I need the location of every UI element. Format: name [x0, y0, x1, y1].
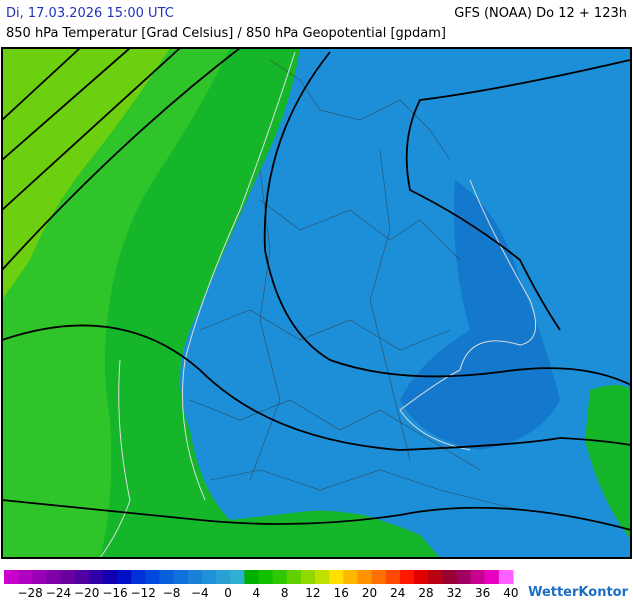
colorbar-box — [131, 570, 146, 584]
map-field — [2, 48, 631, 558]
colorbar-label: −8 — [163, 586, 181, 600]
colorbar-box — [399, 570, 415, 584]
colorbar-box — [286, 570, 302, 584]
model-run: GFS (NOAA) Do 12 + 123h — [454, 6, 627, 21]
colorbar-label: −12 — [131, 586, 156, 600]
colorbar-box — [145, 570, 161, 584]
colorbar-box — [88, 570, 104, 584]
colorbar-box — [46, 570, 62, 584]
colorbar-box — [300, 570, 316, 584]
colorbar-box — [18, 570, 33, 584]
colorbar-box — [201, 570, 217, 584]
colorbar-box — [159, 570, 175, 584]
warmer-area — [2, 48, 170, 300]
colorbar-box — [4, 570, 19, 584]
colorbar-box — [32, 570, 47, 584]
colorbar-label: 36 — [475, 586, 490, 600]
alps-patch — [300, 512, 395, 549]
colorbar-label: −28 — [17, 586, 42, 600]
colorbar-box — [329, 570, 344, 584]
colorbar-box — [385, 570, 401, 584]
borders — [189, 59, 521, 511]
colorbar-box — [414, 570, 429, 584]
datetime: Di, 17.03.2026 15:00 UTC — [6, 6, 174, 21]
colorbar-box — [498, 570, 514, 584]
colorbar-box — [484, 570, 500, 584]
cold-core — [400, 180, 560, 450]
colorbar-box — [357, 570, 373, 584]
colorbar-box — [244, 570, 259, 584]
colorbar-label: 40 — [503, 586, 518, 600]
colorbar-label: 32 — [447, 586, 462, 600]
colorbar-box — [173, 570, 189, 584]
colorbar-box — [74, 570, 90, 584]
colorbar-box — [315, 570, 330, 584]
colorbar-box — [470, 570, 486, 584]
colorbar-box — [371, 570, 387, 584]
colorbar-box — [428, 570, 443, 584]
map-frame — [1, 47, 632, 559]
colorbar-box — [272, 570, 288, 584]
colorbar-label: 0 — [224, 586, 232, 600]
mild-patch — [585, 385, 631, 540]
logo: WetterKontor — [528, 585, 629, 600]
colorbar-box — [187, 570, 203, 584]
colorbar-label: 4 — [253, 586, 261, 600]
colorbar-box — [102, 570, 118, 584]
colorbar-box — [258, 570, 274, 584]
colorbar-box — [456, 570, 472, 584]
colorbar-box — [216, 570, 231, 584]
colorbar-box — [117, 570, 132, 584]
colorbar-label: 8 — [281, 586, 289, 600]
colorbar: −28 −24 −20 −16 −12 −8 −4 0 4 8 12 16 20 24 28 32 36 40 — [4, 570, 519, 600]
isotherms — [99, 51, 537, 559]
colorbar-label: −16 — [102, 586, 127, 600]
colorbar-label: −24 — [46, 586, 71, 600]
colorbar-label: −20 — [74, 586, 99, 600]
colorbar-box — [230, 570, 245, 584]
colorbar-label: 28 — [418, 586, 433, 600]
colorbar-label: 12 — [305, 586, 320, 600]
geopotential-lines — [1, 47, 632, 531]
colorbar-box — [442, 570, 457, 584]
colorbar-label: 24 — [390, 586, 405, 600]
colorbar-label: 16 — [334, 586, 349, 600]
map-title: 850 hPa Temperatur [Grad Celsius] / 850 … — [6, 26, 447, 41]
colorbar-box — [343, 570, 358, 584]
colorbar-label: −4 — [191, 586, 209, 600]
colorbar-label: 20 — [362, 586, 377, 600]
colorbar-box — [60, 570, 76, 584]
